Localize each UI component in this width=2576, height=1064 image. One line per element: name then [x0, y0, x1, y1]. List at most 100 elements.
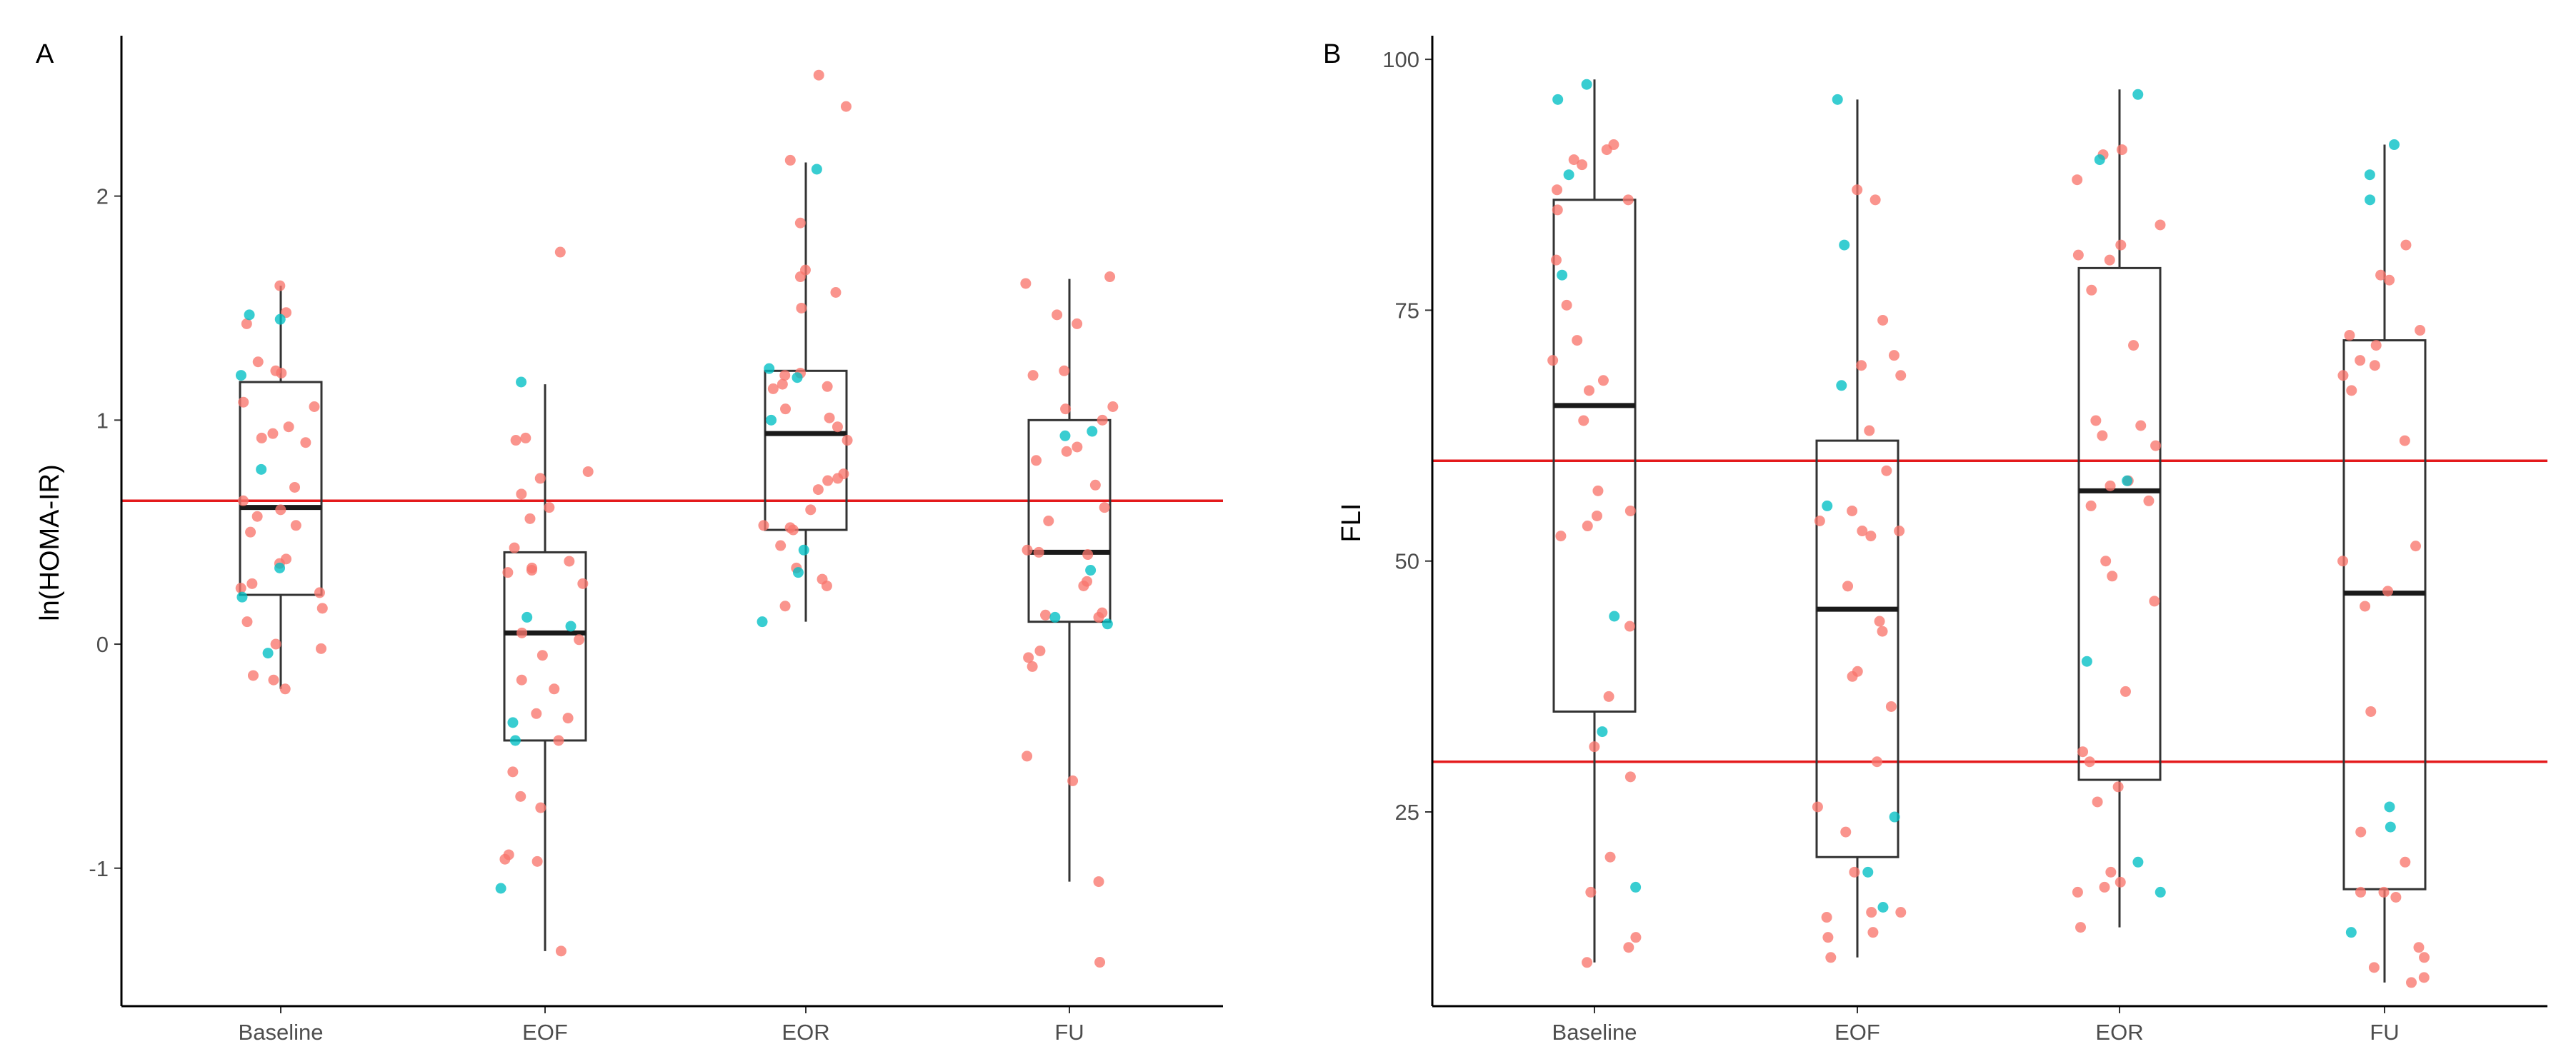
data-point-group1	[2097, 430, 2108, 441]
data-point-group1	[1093, 611, 1104, 623]
data-point-group2	[811, 164, 822, 175]
data-point-group1	[555, 945, 566, 957]
data-point-group1	[1022, 751, 1033, 762]
x-tick-label-fu: FU	[1054, 1020, 1084, 1045]
data-point-group1	[1022, 544, 1033, 556]
data-point-group1	[1082, 549, 1094, 561]
data-point-group2	[1059, 430, 1071, 441]
data-point-group1	[1107, 401, 1119, 413]
data-point-group1	[238, 396, 249, 408]
data-point-group1	[536, 650, 548, 661]
data-point-group1	[780, 403, 792, 415]
panel-a-y-ticks: -1 0 1 2	[89, 184, 121, 881]
data-point-group1	[2115, 876, 2126, 888]
data-point-group1	[314, 587, 325, 598]
data-point-group1	[1550, 254, 1562, 266]
data-point-group2	[2132, 89, 2144, 100]
data-point-group1	[1589, 741, 1600, 753]
data-point-group2	[1581, 79, 1592, 90]
data-point-group1	[283, 421, 294, 433]
y-tick-label: 0	[96, 632, 109, 657]
panel-b: B FLI 25 50 75 100 Baseline EOF EOR FU	[1323, 36, 2547, 1045]
data-point-group1	[1865, 531, 1877, 542]
data-point-group1	[1847, 671, 1858, 682]
data-point-group2	[2155, 886, 2166, 898]
x-tick-label-eor: EOR	[782, 1020, 829, 1045]
data-point-group1	[275, 504, 286, 516]
data-point-group1	[1020, 278, 1032, 289]
box-eor	[2077, 266, 2162, 781]
data-point-group1	[531, 855, 543, 867]
data-point-group2	[1552, 94, 1564, 105]
data-point-group1	[1059, 365, 1070, 376]
data-point-group1	[2075, 922, 2087, 933]
data-point-group2	[1862, 866, 1874, 878]
data-point-group1	[1585, 886, 1597, 898]
panel-b-x-ticks: Baseline EOF EOR FU	[1552, 1006, 2400, 1045]
y-tick-label: 25	[1395, 800, 1419, 825]
data-point-group1	[267, 428, 279, 439]
data-point-group1	[1630, 932, 1642, 943]
data-point-group2	[792, 372, 803, 383]
data-point-group1	[2128, 340, 2140, 351]
data-point-group1	[1623, 942, 1634, 953]
y-tick-label: 75	[1395, 298, 1419, 323]
box-baseline	[239, 381, 323, 596]
data-point-group1	[2370, 340, 2382, 351]
data-point-group1	[309, 401, 320, 413]
data-point-group2	[2081, 656, 2092, 667]
data-point-group2	[274, 313, 286, 325]
data-point-group1	[1061, 446, 1072, 457]
y-tick-label: 100	[1382, 47, 1419, 72]
data-point-group2	[256, 463, 267, 475]
panel-a-label: A	[36, 39, 54, 69]
data-point-group2	[764, 363, 775, 374]
data-point-group1	[1072, 318, 1083, 329]
data-point-group1	[2090, 415, 2102, 426]
data-point-group1	[1067, 775, 1079, 786]
panel-a: A ln(HOMA-IR) -1 0 1 2 Baseline EOF EOR FU	[35, 36, 1223, 1045]
data-point-group1	[526, 565, 537, 576]
data-point-group1	[2099, 881, 2110, 893]
data-point-group1	[534, 473, 546, 484]
data-point-group1	[2149, 596, 2160, 607]
x-tick-label-fu: FU	[2370, 1020, 2399, 1045]
data-point-group1	[2355, 886, 2367, 898]
data-point-group1	[1078, 580, 1089, 591]
data-point-group1	[1093, 876, 1104, 888]
data-point-group1	[252, 356, 264, 368]
panel-a-y-axis-title: ln(HOMA-IR)	[35, 464, 65, 621]
data-point-group1	[2072, 174, 2083, 186]
data-point-group1	[1895, 907, 1907, 918]
data-point-group1	[554, 246, 566, 258]
x-tick-label-eof: EOF	[522, 1020, 568, 1045]
data-point-group1	[796, 302, 807, 313]
data-point-group2	[1609, 611, 1620, 622]
y-tick-label: 1	[96, 408, 109, 433]
data-point-group1	[577, 578, 589, 589]
data-point-group1	[2107, 571, 2118, 582]
box-fu	[1027, 418, 1112, 623]
data-point-group1	[1578, 415, 1589, 426]
data-point-group1	[316, 603, 328, 614]
data-point-group1	[1856, 360, 1867, 371]
data-point-group1	[2086, 284, 2097, 296]
data-point-group2	[2385, 821, 2396, 833]
data-point-group1	[2135, 420, 2147, 431]
data-point-group1	[2355, 355, 2366, 366]
data-point-group1	[2092, 796, 2103, 808]
data-point-group1	[1552, 204, 1563, 216]
data-point-group2	[1832, 94, 1843, 105]
data-point-group1	[2120, 686, 2131, 697]
data-point-group1	[840, 101, 852, 112]
data-point-group1	[1888, 350, 1899, 361]
data-point-group1	[245, 526, 256, 538]
data-point-group2	[1839, 239, 1850, 251]
data-point-group1	[2400, 239, 2412, 251]
data-point-group1	[1866, 907, 1877, 918]
data-point-group2	[507, 717, 519, 728]
x-tick-label-baseline: Baseline	[1552, 1020, 1637, 1045]
data-point-group1	[2365, 706, 2377, 717]
data-point-group1	[2072, 886, 2083, 898]
data-point-group1	[1060, 403, 1072, 415]
